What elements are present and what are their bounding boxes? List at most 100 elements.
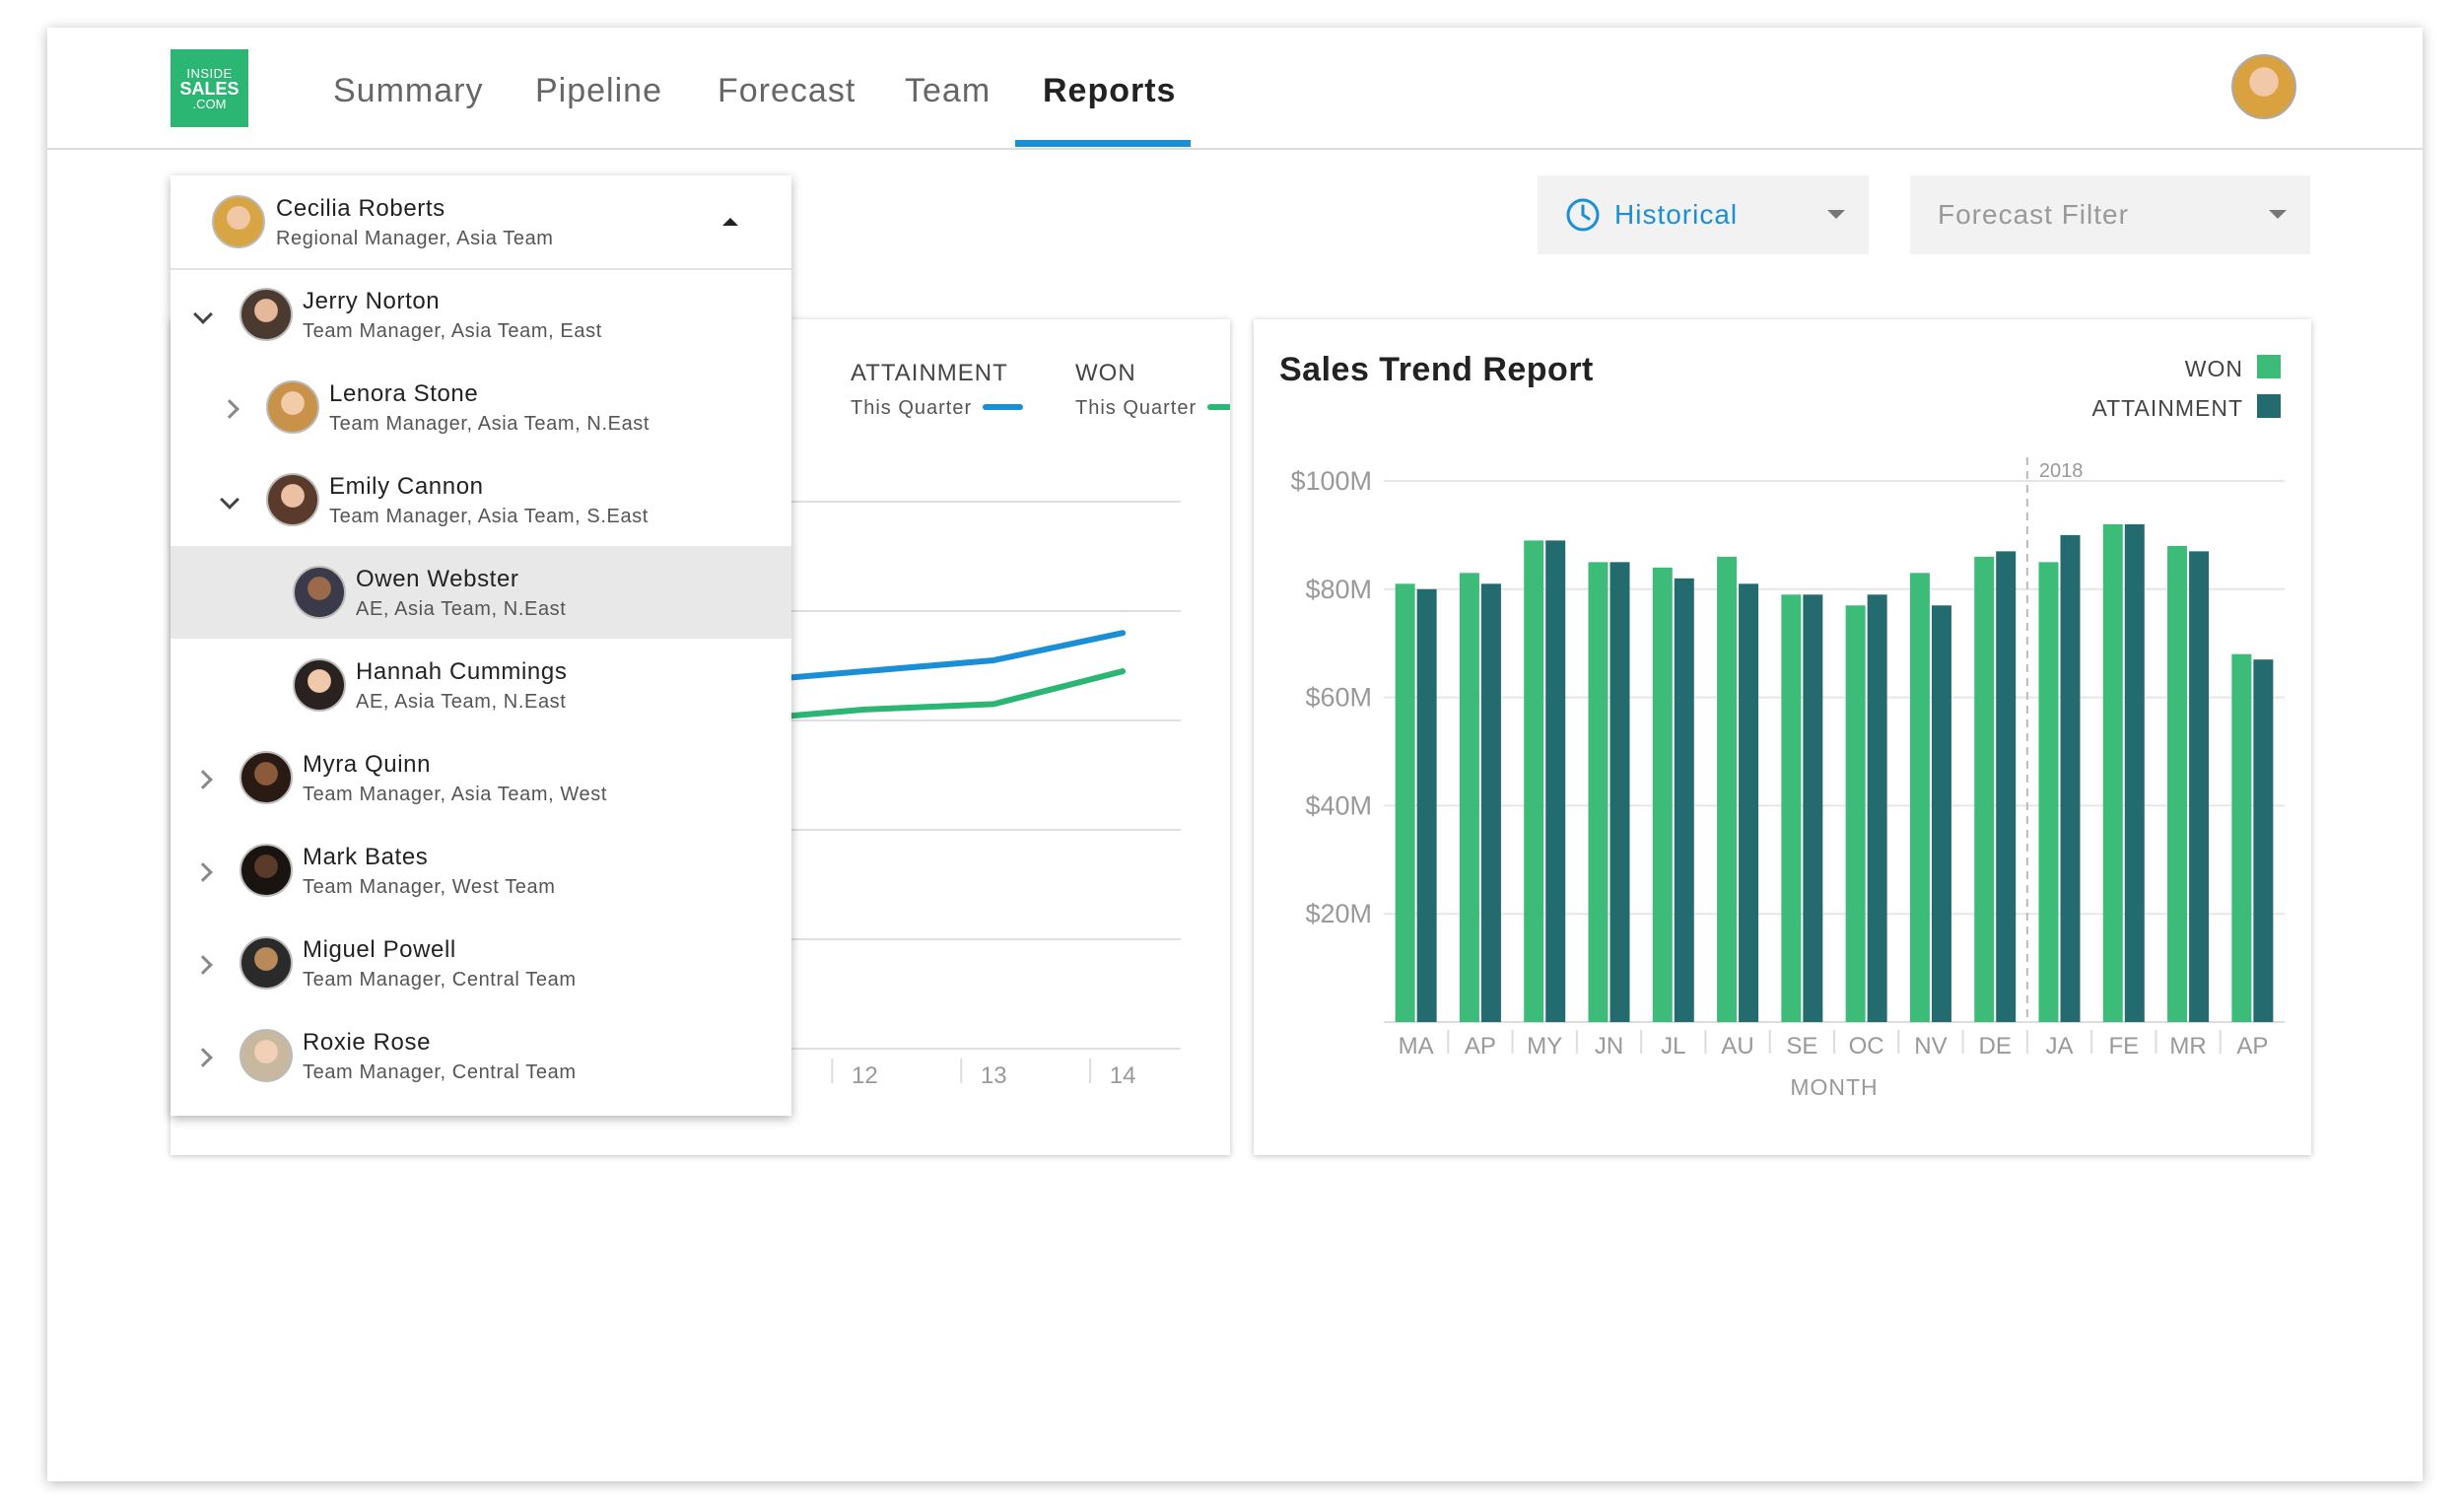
legend-label: WON [2185, 356, 2243, 381]
chevron-right-icon[interactable] [193, 862, 213, 882]
x-tick-label: SE [1786, 1033, 1817, 1060]
chevron-right-icon[interactable] [193, 955, 213, 975]
tab-reports[interactable]: Reports [1043, 72, 1177, 109]
avatar [240, 288, 293, 341]
y-tick-label: $100M [1290, 466, 1372, 496]
chevron-right-icon[interactable] [193, 1048, 213, 1067]
chevron-right-icon[interactable] [193, 770, 213, 789]
person-row[interactable]: Mark Bates Team Manager, West Team [171, 824, 791, 917]
bar-won [2231, 653, 2252, 1022]
avatar [212, 195, 265, 248]
top-nav-bar: INSIDE SALES .COM Summary Pipeline Forec… [47, 28, 2423, 150]
avatar [240, 1029, 293, 1082]
tab-team[interactable]: Team [905, 72, 992, 109]
tab-forecast[interactable]: Forecast [718, 72, 856, 109]
person-row[interactable]: Roxie Rose Team Manager, Central Team [171, 1009, 791, 1102]
person-row[interactable]: Owen Webster AE, Asia Team, N.East [171, 546, 791, 639]
bar-won [2102, 523, 2123, 1022]
bar-attainment [2189, 551, 2210, 1022]
forecast-filter-select[interactable]: Forecast Filter [1910, 175, 2310, 254]
person-name: Roxie Rose [303, 1029, 432, 1056]
bar-attainment [1674, 578, 1694, 1022]
person-name: Myra Quinn [303, 751, 432, 778]
bar-attainment [1416, 588, 1437, 1022]
bar-won [1524, 540, 1544, 1022]
x-tick-label: 14 [1110, 1062, 1136, 1089]
y-tick-label: $80M [1305, 575, 1372, 604]
bar-won [1395, 583, 1415, 1022]
y-tick-label: $60M [1305, 683, 1372, 713]
historical-select[interactable]: Historical [1538, 175, 1869, 254]
person-row[interactable]: Jerry Norton Team Manager, Asia Team, Eas… [171, 268, 791, 361]
person-name: Emily Cannon [329, 473, 484, 500]
bar-attainment [1480, 583, 1501, 1022]
person-name: Miguel Powell [303, 936, 456, 963]
bar-won [1974, 556, 1995, 1022]
avatar [240, 844, 293, 897]
person-role: Team Manager, Asia Team, East [303, 320, 602, 342]
clock-icon [1566, 198, 1600, 232]
person-row[interactable]: Hannah Cummings AE, Asia Team, N.East [171, 639, 791, 731]
x-tick-label: AP [1465, 1033, 1496, 1060]
person-row[interactable]: Emily Cannon Team Manager, Asia Team, S.E… [171, 453, 791, 546]
y-tick-label: $20M [1305, 899, 1372, 928]
x-tick-label: AU [1721, 1033, 1753, 1060]
app-window: INSIDE SALES .COM Summary Pipeline Forec… [47, 28, 2423, 1481]
person-name: Hannah Cummings [356, 658, 568, 685]
person-name: Jerry Norton [303, 288, 441, 314]
x-tick-label: 12 [852, 1062, 878, 1089]
x-axis-label: MONTH [1790, 1074, 1878, 1100]
x-tick-label: JN [1595, 1033, 1623, 1060]
x-tick-label: FE [2108, 1033, 2139, 1060]
bar-won [2038, 562, 2059, 1022]
chevron-down-icon [2269, 210, 2287, 219]
tab-summary[interactable]: Summary [333, 72, 484, 109]
person-role: Team Manager, Central Team [303, 969, 577, 991]
person-role: Team Manager, West Team [303, 876, 556, 898]
chevron-down-icon[interactable] [220, 490, 240, 510]
bar-attainment [1931, 605, 1951, 1022]
bar-attainment [1545, 540, 1566, 1022]
chevron-right-icon[interactable] [220, 399, 240, 419]
caret-up-icon[interactable] [720, 216, 740, 228]
bar-won [1588, 562, 1608, 1022]
x-tick-label: DE [1979, 1033, 2012, 1060]
person-role: Team Manager, Asia Team, N.East [329, 413, 650, 435]
person-name: Cecilia Roberts [276, 195, 445, 222]
bar-won [2167, 545, 2188, 1022]
chevron-down-icon [1827, 210, 1845, 219]
bar-attainment [1609, 562, 1630, 1022]
legend-swatch [2257, 394, 2281, 418]
chevron-down-icon[interactable] [193, 305, 213, 324]
user-avatar[interactable] [2231, 54, 2296, 119]
person-name: Mark Bates [303, 844, 429, 870]
tab-pipeline[interactable]: Pipeline [535, 72, 662, 109]
x-tick-label: JA [2045, 1033, 2073, 1060]
historical-label: Historical [1614, 199, 1739, 230]
bar-attainment [2253, 659, 2274, 1022]
legend-label: WON [1075, 360, 1136, 386]
x-tick-label: AP [2236, 1033, 2268, 1060]
legend-label: ATTAINMENT [851, 360, 1008, 386]
person-name: Lenora Stone [329, 380, 479, 407]
bar-won [1909, 573, 1930, 1022]
chart-title: Sales Trend Report [1279, 351, 1594, 388]
bar-attainment [2060, 534, 2081, 1022]
bar-attainment [1996, 551, 2017, 1022]
bar-won [1717, 556, 1738, 1022]
person-row[interactable]: Miguel Powell Team Manager, Central Team [171, 917, 791, 1009]
selected-person[interactable]: Cecilia Roberts Regional Manager, Asia T… [171, 175, 791, 270]
sales-trend-bar-chart: Sales Trend Report WON ATTAINMENT $20M $40M $… [1279, 351, 2285, 1100]
person-row[interactable]: Lenora Stone Team Manager, Asia Team, N.E… [171, 361, 791, 453]
person-row[interactable]: Myra Quinn Team Manager, Asia Team, West [171, 731, 791, 824]
bar-won [1459, 573, 1479, 1022]
brand-logo[interactable]: INSIDE SALES .COM [171, 49, 248, 127]
people-dropdown: Cecilia Roberts Regional Manager, Asia T… [171, 175, 791, 1116]
legend-sublabel: This Quarter [1075, 397, 1197, 419]
bar-attainment [1739, 583, 1759, 1022]
bar-won [1781, 594, 1802, 1022]
person-role: AE, Asia Team, N.East [356, 598, 567, 620]
person-role: AE, Asia Team, N.East [356, 691, 567, 713]
x-tick-label: MA [1399, 1033, 1434, 1060]
active-tab-indicator [1015, 140, 1191, 147]
